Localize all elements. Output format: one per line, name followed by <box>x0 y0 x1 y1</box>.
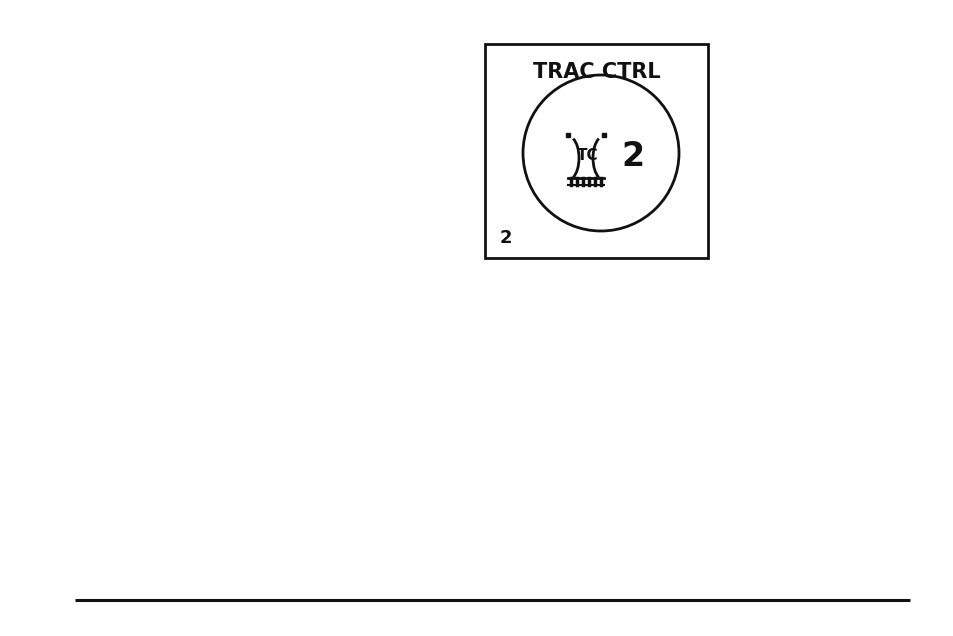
Bar <box>484 44 707 258</box>
Text: 2: 2 <box>620 139 644 172</box>
Text: TC: TC <box>577 148 598 163</box>
Bar <box>565 132 570 137</box>
Bar <box>601 132 605 137</box>
Text: TRAC CTRL: TRAC CTRL <box>532 62 659 82</box>
Text: 2: 2 <box>499 229 512 247</box>
